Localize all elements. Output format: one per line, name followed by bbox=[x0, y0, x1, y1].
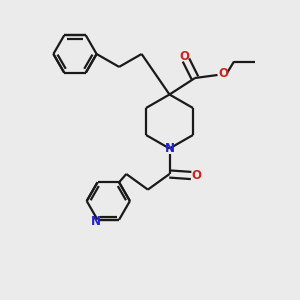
Text: O: O bbox=[191, 169, 202, 182]
Text: O: O bbox=[218, 67, 228, 80]
Text: N: N bbox=[91, 215, 101, 228]
Text: O: O bbox=[179, 50, 190, 63]
Text: N: N bbox=[164, 142, 175, 155]
